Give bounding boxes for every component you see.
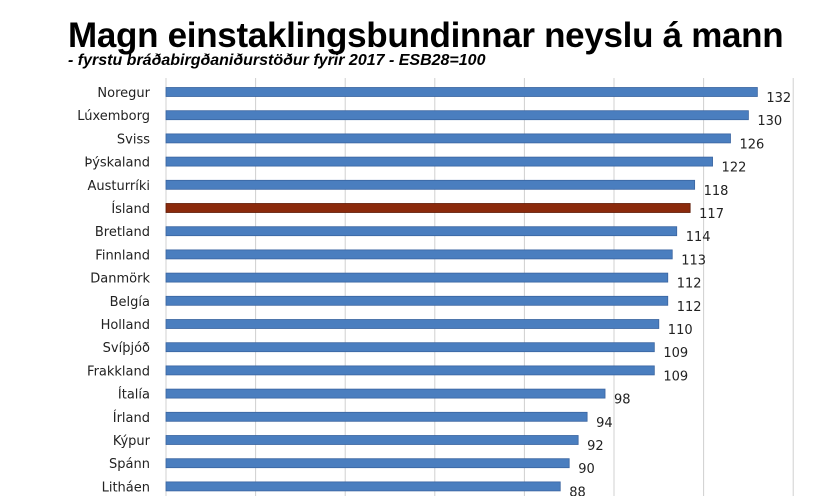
category-label: Þýskaland bbox=[84, 156, 150, 171]
bar bbox=[165, 481, 561, 492]
data-label: 92 bbox=[587, 439, 604, 454]
category-label: Litháen bbox=[102, 480, 150, 495]
data-label: 109 bbox=[663, 369, 688, 384]
category-label: Noregur bbox=[97, 86, 150, 101]
data-label: 110 bbox=[668, 323, 693, 338]
bar bbox=[165, 365, 655, 376]
data-label: 118 bbox=[704, 184, 729, 199]
category-label: Finnland bbox=[95, 248, 150, 263]
bar bbox=[165, 411, 588, 422]
category-label: Ísland bbox=[111, 201, 150, 217]
category-label: Bretland bbox=[95, 225, 150, 240]
bar bbox=[165, 458, 570, 469]
bar bbox=[165, 133, 731, 144]
data-label: 88 bbox=[569, 485, 586, 496]
data-label: 113 bbox=[681, 253, 706, 268]
bar bbox=[165, 319, 660, 329]
data-label: 90 bbox=[578, 462, 595, 477]
data-label: 112 bbox=[677, 277, 702, 292]
data-label: 112 bbox=[677, 300, 702, 315]
bar bbox=[165, 272, 669, 283]
category-label: Lúxemborg bbox=[77, 109, 150, 124]
bar bbox=[165, 110, 749, 121]
data-label: 114 bbox=[686, 230, 711, 245]
data-label: 117 bbox=[699, 207, 724, 222]
category-label: Frakkland bbox=[87, 364, 150, 379]
category-label: Kýpur bbox=[113, 434, 151, 449]
category-label: Svíþjóð bbox=[103, 341, 150, 356]
category-label: Holland bbox=[101, 318, 150, 333]
bar bbox=[165, 87, 758, 97]
bar bbox=[165, 388, 606, 399]
bar bbox=[165, 295, 669, 306]
data-label: 126 bbox=[739, 137, 764, 152]
chart-title: Magn einstaklingsbundinnar neyslu á mann bbox=[68, 16, 784, 55]
bar bbox=[165, 435, 579, 445]
bar bbox=[165, 179, 696, 190]
category-label: Danmörk bbox=[90, 272, 150, 287]
chart-subtitle: - fyrstu bráðabirgðaniðurstöður fyrir 20… bbox=[68, 52, 486, 69]
data-label: 122 bbox=[722, 161, 747, 176]
data-label: 130 bbox=[757, 114, 782, 129]
data-label: 109 bbox=[663, 346, 688, 361]
category-label: Sviss bbox=[117, 132, 150, 147]
data-label: 132 bbox=[766, 91, 791, 106]
category-label: Austurríki bbox=[88, 179, 150, 194]
bar bbox=[165, 203, 691, 213]
category-label: Írland bbox=[113, 410, 150, 426]
bar bbox=[165, 156, 713, 167]
data-label: 98 bbox=[614, 393, 631, 408]
bar bbox=[165, 226, 678, 237]
category-label: Ítalía bbox=[118, 387, 150, 403]
category-label: Belgía bbox=[110, 295, 150, 310]
category-label: Spánn bbox=[109, 457, 150, 472]
bar bbox=[165, 249, 673, 260]
bar bbox=[165, 342, 655, 353]
data-label: 94 bbox=[596, 416, 613, 431]
